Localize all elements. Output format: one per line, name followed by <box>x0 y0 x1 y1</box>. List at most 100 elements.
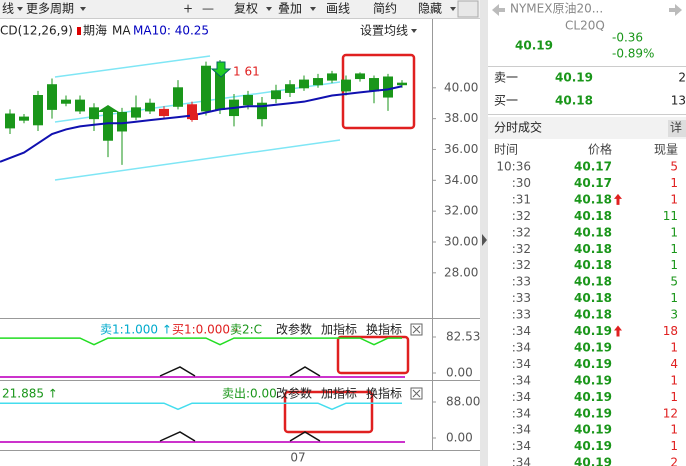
settings-icon[interactable] <box>457 0 479 18</box>
dropdown-arrow <box>310 7 316 11</box>
trade-price: 40.19 <box>574 456 612 466</box>
dropdown-arrow <box>266 7 272 11</box>
trade-price: 40.18 <box>574 308 612 322</box>
trade-time: :31 <box>512 192 531 206</box>
panel-button[interactable]: 改参数 <box>276 322 312 337</box>
trade-volume: 1 <box>670 291 678 305</box>
book-price: 40.19 <box>555 71 593 85</box>
trade-price: 40.18 <box>574 242 612 256</box>
trade-time: :32 <box>512 258 531 272</box>
dropdown-arrow <box>411 29 417 33</box>
overlay-label: 期海 <box>83 23 107 38</box>
trade-price: 40.19 <box>574 390 612 404</box>
indicator-line <box>0 337 402 346</box>
trade-price: 40.18 <box>574 275 612 289</box>
trade-price: 40.18 <box>574 192 612 206</box>
detail-button[interactable] <box>668 120 686 137</box>
trade-price: 40.18 <box>574 225 612 239</box>
trade-time: :34 <box>512 324 531 338</box>
splitter[interactable] <box>480 0 488 466</box>
trade-volume: 5 <box>670 275 678 289</box>
candle-body <box>159 108 169 117</box>
y-tick-label: 0.00 <box>446 366 473 380</box>
trade-volume: 1 <box>670 225 678 239</box>
ma10-line <box>0 85 403 163</box>
quote-price: 40.19 <box>515 39 553 53</box>
toolbar <box>0 0 480 18</box>
toolbar-item[interactable]: 隐藏 <box>418 2 442 16</box>
panel-button[interactable]: 换指标 <box>366 322 402 337</box>
dropdown-arrow <box>80 7 86 11</box>
indicator-line <box>0 402 402 411</box>
zoom-in[interactable]: + <box>183 2 193 16</box>
trade-time: :33 <box>512 308 531 322</box>
book-label: 买一 <box>494 94 518 108</box>
y-tick-label: 28.00 <box>444 265 478 279</box>
trade-time: :34 <box>512 340 531 354</box>
toolbar-item[interactable]: 叠加 <box>278 2 302 16</box>
toolbar-item[interactable]: 复权 <box>234 2 258 16</box>
candle-body <box>397 82 407 86</box>
trade-volume: 1 <box>670 423 678 437</box>
candle-body <box>117 111 127 132</box>
nav-next[interactable] <box>669 4 682 16</box>
candle-body <box>5 113 15 129</box>
ma-label: MA <box>112 24 131 38</box>
candle-body <box>75 99 85 112</box>
detail-text[interactable]: 详 <box>670 120 682 135</box>
up-arrow <box>614 193 622 205</box>
ma10-label: MA10: 40.25 <box>133 24 209 38</box>
y-tick-label: 32.00 <box>444 204 478 218</box>
y-tick-label: 38.00 <box>444 111 478 125</box>
trade-volume: 1 <box>670 192 678 206</box>
panel-button[interactable]: 加指标 <box>321 322 357 337</box>
candle-body <box>383 76 393 98</box>
zoom-out[interactable]: — <box>202 2 214 16</box>
trade-price: 40.19 <box>574 423 612 437</box>
nav-prev[interactable] <box>492 4 505 16</box>
trade-time: :34 <box>512 423 531 437</box>
candle-body <box>327 73 337 81</box>
trade-time: :34 <box>512 390 531 404</box>
trade-volume: 1 <box>670 390 678 404</box>
panel-button[interactable]: 加指标 <box>321 386 357 401</box>
quote-code: CL20Q <box>565 19 605 33</box>
trade-time: :33 <box>512 291 531 305</box>
indicator-label: CD(12,26,9) <box>0 24 73 38</box>
highlight-box <box>283 390 374 434</box>
panel-button[interactable]: 改参数 <box>276 386 312 401</box>
dropdown-arrow <box>450 7 456 11</box>
candle-body <box>19 116 29 121</box>
toolbar-item[interactable]: 简约 <box>373 1 397 16</box>
panel-label: 卖出:0.00 <box>222 387 277 401</box>
trade-time: :34 <box>512 439 531 453</box>
y-tick-label: 36.00 <box>444 142 478 156</box>
close-x <box>412 389 421 398</box>
panel-label: 21.885 ↑ <box>2 387 58 401</box>
candle-body <box>145 102 155 112</box>
close-x <box>412 325 421 334</box>
panel-button[interactable]: 换指标 <box>366 386 402 401</box>
highlight-box <box>341 53 416 130</box>
candle-body <box>243 95 253 106</box>
candle-body <box>369 78 379 92</box>
trade-volume: 18 <box>663 324 678 338</box>
signal-arrow <box>97 105 119 118</box>
y-tick-label: 0.00 <box>446 431 473 445</box>
candle-body <box>47 84 57 110</box>
candle-body <box>215 71 225 110</box>
toolbar-item[interactable]: 线 <box>2 2 14 16</box>
candle-body <box>131 107 141 118</box>
toolbar-item[interactable]: 更多周期 <box>26 2 74 16</box>
quote-change: -0.36 <box>612 31 643 45</box>
trade-price: 40.19 <box>574 357 612 371</box>
candle-body <box>61 99 71 104</box>
settings[interactable]: 设置均线 <box>360 24 408 38</box>
trade-price: 40.18 <box>574 209 612 223</box>
toolbar-item[interactable]: 画线 <box>326 2 350 16</box>
trades-title: 分时成交 <box>494 120 542 135</box>
book-volume: 13 <box>671 94 686 108</box>
candle-body <box>299 79 309 89</box>
trade-price: 40.19 <box>574 406 612 420</box>
